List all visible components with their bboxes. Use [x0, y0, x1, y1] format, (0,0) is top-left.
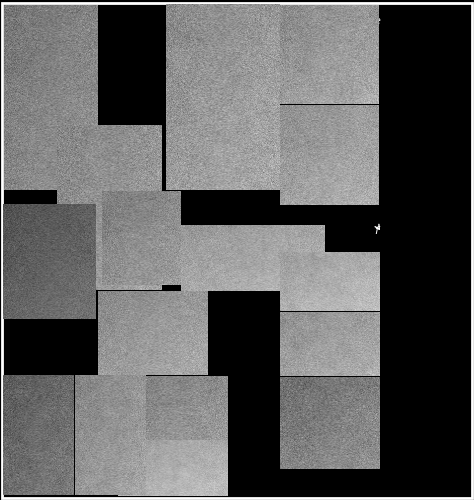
Text: i: i — [194, 114, 198, 124]
Text: D: D — [284, 120, 295, 133]
Text: a: a — [79, 122, 86, 132]
Text: H: H — [103, 290, 114, 303]
Text: E: E — [6, 204, 14, 217]
Text: I: I — [283, 251, 287, 264]
Text: J: J — [283, 311, 287, 324]
Text: M: M — [6, 375, 18, 388]
Text: f: f — [374, 226, 378, 236]
Text: N: N — [79, 375, 89, 388]
Text: L: L — [144, 435, 152, 448]
Text: A: A — [6, 11, 15, 24]
Text: j: j — [238, 16, 241, 26]
Text: B: B — [111, 139, 121, 152]
Text: F: F — [102, 191, 110, 204]
Text: C: C — [181, 11, 190, 24]
Text: e: e — [373, 16, 380, 26]
Text: K: K — [164, 376, 173, 389]
Text: G: G — [212, 226, 223, 239]
